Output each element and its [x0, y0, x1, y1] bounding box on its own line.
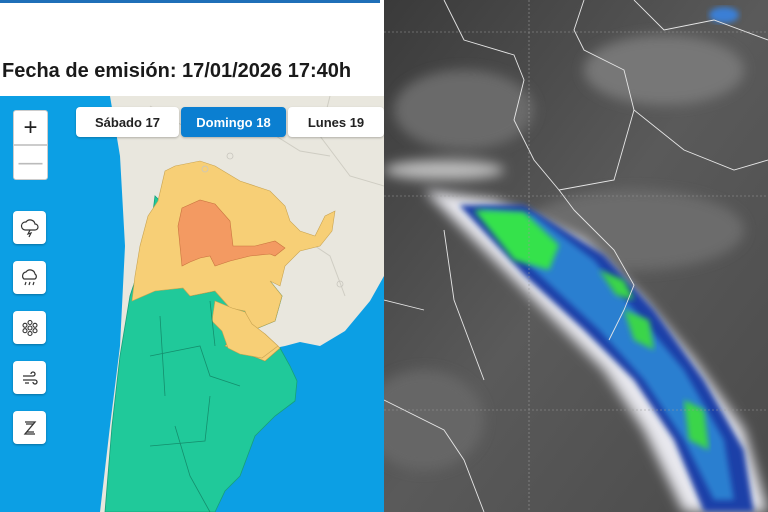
storm-icon	[20, 218, 39, 237]
satellite-image	[384, 0, 768, 512]
wind-filter-button[interactable]	[13, 361, 46, 394]
border-lines	[384, 0, 768, 512]
smn-watermarks	[201, 152, 344, 288]
region-orange	[177, 199, 286, 267]
zonda-icon	[23, 420, 36, 435]
snow-icon	[21, 319, 38, 336]
tab-sabado-17[interactable]: Sábado 17	[76, 107, 179, 137]
zonda-filter-button[interactable]	[13, 411, 46, 444]
zoom-out-button[interactable]: —	[13, 145, 48, 180]
rain-filter-button[interactable]	[13, 261, 46, 294]
satellite-imagery	[384, 0, 768, 512]
province-borders	[149, 300, 241, 512]
rain-icon	[21, 268, 37, 285]
issue-date-title: Fecha de emisión: 17/01/2026 17:40h	[2, 60, 352, 82]
wind-icon	[22, 370, 38, 385]
storm-band	[424, 7, 768, 512]
zoom-in-button[interactable]: +	[13, 110, 48, 145]
storm-filter-button[interactable]	[13, 211, 46, 244]
tab-lunes-19[interactable]: Lunes 19	[288, 107, 384, 137]
region-yellow-south	[211, 300, 279, 359]
tab-domingo-18[interactable]: Domingo 18	[181, 107, 286, 137]
alert-map-panel: Fecha de emisión: 17/01/2026 17:40h + — …	[0, 0, 384, 512]
graticule	[384, 0, 768, 512]
alert-map[interactable]	[0, 96, 384, 512]
snow-filter-button[interactable]	[13, 311, 46, 344]
top-strip	[0, 0, 380, 3]
